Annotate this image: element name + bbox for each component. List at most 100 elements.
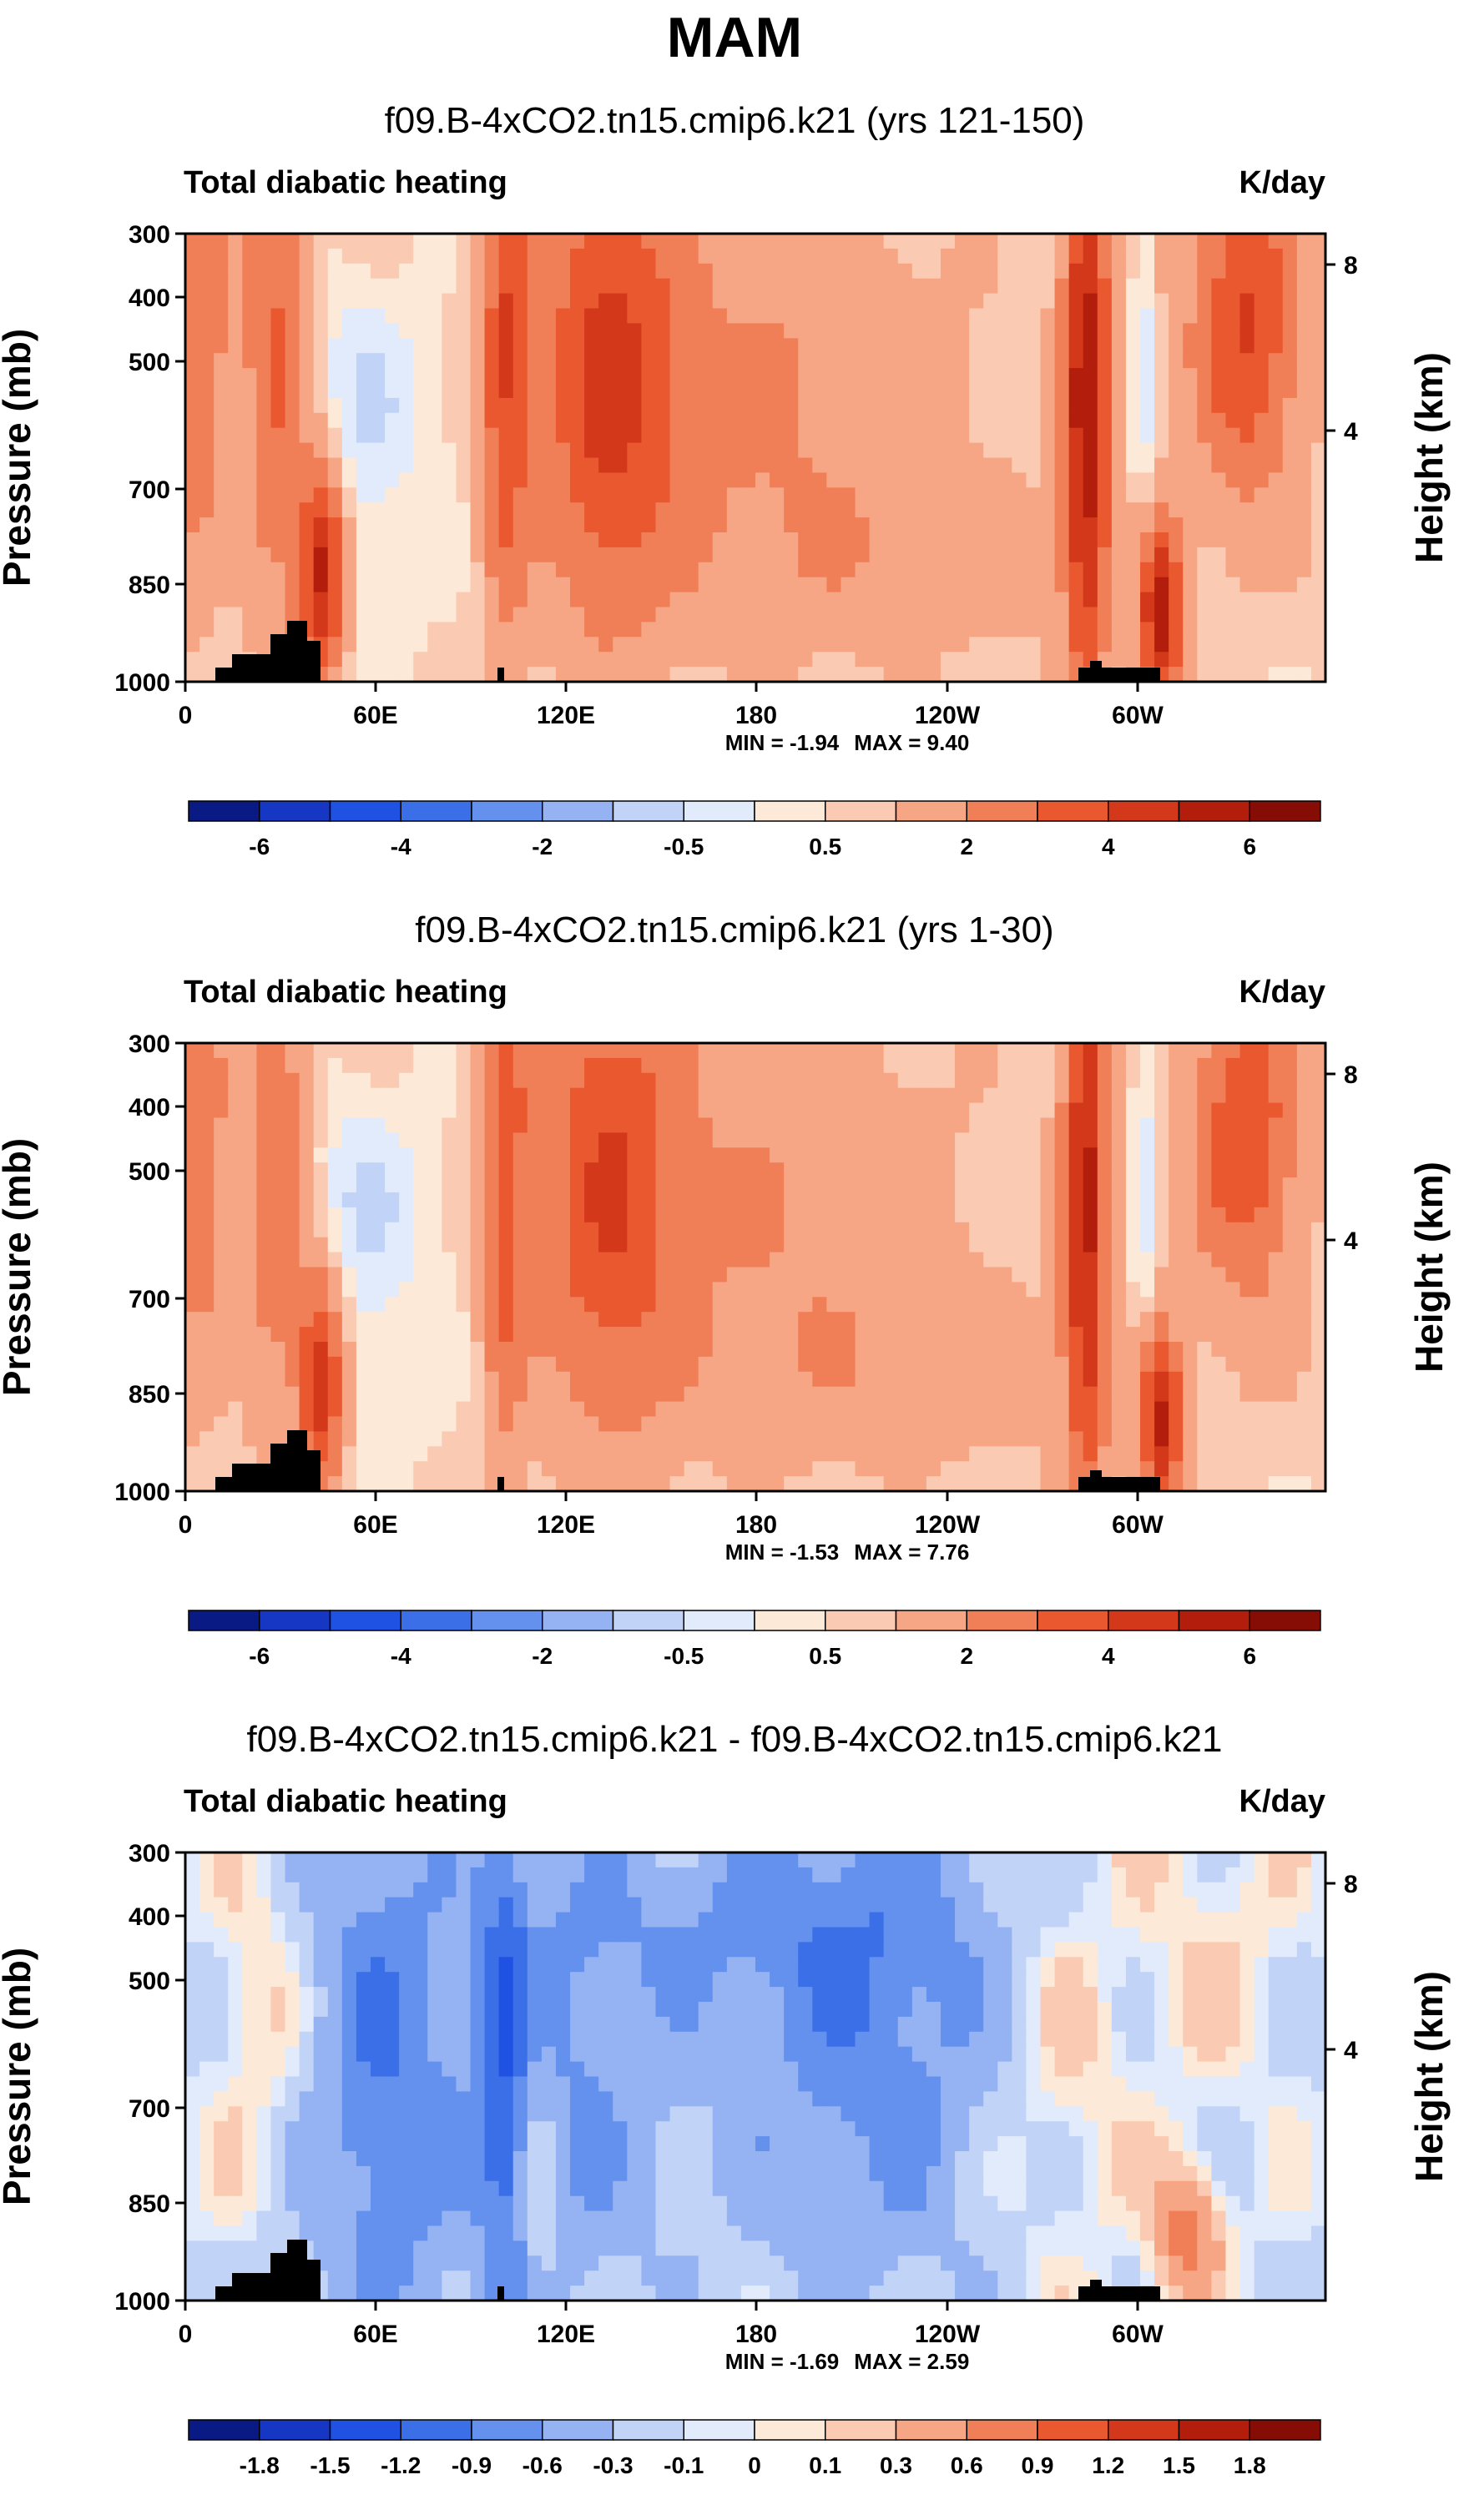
panel-1-cell <box>471 607 486 623</box>
panel-1-cell <box>371 383 386 399</box>
panel-2-cell <box>528 1207 543 1223</box>
panel-2-cell <box>371 1088 386 1104</box>
panel-2-cell <box>627 1058 642 1074</box>
panel-1-cell <box>185 502 200 518</box>
panel-2-cell <box>1041 1237 1056 1253</box>
panel-2-cell <box>413 1118 428 1134</box>
panel-2-cell <box>699 1446 714 1462</box>
panel-1-cell <box>256 547 271 563</box>
panel-1-cell <box>1225 667 1240 683</box>
panel-2-cell <box>613 1327 628 1343</box>
panel-2-y2tick-label: 8 <box>1344 1061 1358 1089</box>
panel-1-cell <box>1283 547 1298 563</box>
panel-2-cell <box>955 1058 970 1074</box>
panel-1-cell <box>1197 637 1212 653</box>
panel-2-cell <box>427 1252 442 1268</box>
panel-2-cell <box>371 1387 386 1403</box>
panel-1-cell <box>755 667 770 683</box>
panel-2-colorbar-box <box>613 1610 684 1630</box>
panel-1-cell <box>1311 517 1326 533</box>
panel-2-cell <box>399 1297 414 1313</box>
panel-1-cell <box>856 667 871 683</box>
panel-1-cell <box>513 428 528 444</box>
panel-2-cell <box>1069 1043 1084 1059</box>
panel-2-cell <box>997 1058 1012 1074</box>
panel-1-cell <box>328 592 343 608</box>
panel-2-cell <box>185 1402 200 1418</box>
panel-2-cell <box>812 1073 827 1089</box>
panel-2-cell <box>1283 1088 1298 1104</box>
panel-2-cell <box>442 1417 457 1433</box>
panel-2-cell <box>856 1162 871 1178</box>
panel-1-cell <box>399 532 414 548</box>
panel-1-cell <box>812 398 827 414</box>
panel-1-cell <box>1183 472 1198 488</box>
panel-1-cell <box>471 294 486 310</box>
panel-1-cell <box>1183 413 1198 429</box>
panel-1-cell <box>300 309 315 325</box>
panel-2-cell <box>641 1162 656 1178</box>
panel-2-cell <box>1055 1118 1070 1134</box>
panel-2-cell <box>1026 1446 1041 1462</box>
panel-1-cell <box>513 607 528 623</box>
panel-2-cell <box>1297 1088 1312 1104</box>
panel-3-cell <box>513 1852 528 1868</box>
panel-2-cell <box>499 1417 514 1433</box>
panel-2-cell <box>214 1268 229 1283</box>
panel-2-cell <box>997 1417 1012 1433</box>
panel-1-cell <box>471 502 486 518</box>
panel-1-cell <box>513 637 528 653</box>
panel-2-cell <box>442 1043 457 1059</box>
panel-2-cell <box>371 1297 386 1313</box>
panel-2-cell <box>542 1327 557 1343</box>
panel-1-cell <box>670 383 685 399</box>
panel-1-cell <box>1154 443 1169 459</box>
panel-1-cell <box>627 353 642 369</box>
panel-2-cell <box>969 1043 984 1059</box>
panel-2-cell <box>256 1282 271 1298</box>
panel-1-cell <box>328 368 343 384</box>
panel-1-cell <box>870 517 885 533</box>
panel-1-cell <box>670 502 685 518</box>
panel-2-cell <box>826 1147 841 1163</box>
panel-1-cell <box>342 458 357 474</box>
panel-1-cell <box>185 592 200 608</box>
panel-2-cell <box>727 1058 742 1074</box>
panel-2-cell <box>1254 1268 1270 1283</box>
panel-2-cell <box>1012 1312 1027 1328</box>
panel-1-cell <box>1012 607 1027 623</box>
panel-2-cell <box>228 1402 243 1418</box>
panel-1-cell <box>499 323 514 339</box>
panel-1-cell <box>399 338 414 354</box>
panel-2-cell <box>1041 1417 1056 1433</box>
panel-2-cell <box>1083 1043 1098 1059</box>
panel-2-cell <box>285 1043 300 1059</box>
panel-2-cell <box>485 1103 500 1119</box>
panel-1-cell <box>427 487 442 503</box>
panel-2-cell <box>1197 1402 1212 1418</box>
panel-1-cell <box>926 368 941 384</box>
panel-1-cell <box>670 562 685 578</box>
panel-1-cell <box>941 458 956 474</box>
panel-1-cell <box>256 607 271 623</box>
panel-2-cell <box>1140 1446 1155 1462</box>
panel-1-cell <box>941 264 956 280</box>
panel-1-cell <box>699 309 714 325</box>
panel-2-cell <box>1083 1058 1098 1074</box>
panel-2-cell <box>1026 1118 1041 1134</box>
panel-2-cell <box>627 1147 642 1163</box>
panel-1-cell <box>969 338 984 354</box>
panel-1-cell <box>528 353 543 369</box>
panel-2-cell <box>798 1476 813 1492</box>
panel-1-cell <box>898 353 913 369</box>
panel-2-cell <box>798 1118 813 1134</box>
panel-2-cell <box>471 1268 486 1283</box>
panel-2-cell <box>1240 1207 1255 1223</box>
panel-2-cell <box>300 1312 315 1328</box>
panel-1-cell <box>812 323 827 339</box>
panel-1-cell <box>613 368 628 384</box>
panel-2-cell <box>884 1297 899 1313</box>
panel-2-cell <box>727 1088 742 1104</box>
panel-1-cell <box>598 502 613 518</box>
panel-2-cell <box>1154 1088 1169 1104</box>
